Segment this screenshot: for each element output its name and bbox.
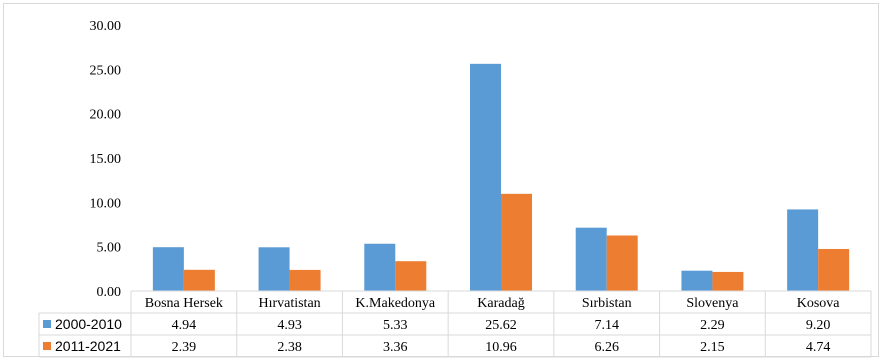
category-label: Karadağ: [477, 296, 524, 311]
y-tick-label: 0.00: [97, 285, 122, 300]
legend-key-series2: [43, 342, 51, 350]
y-tick-label: 15.00: [90, 152, 122, 167]
data-table-value: 9.20: [806, 318, 831, 333]
data-table-value: 10.96: [485, 340, 517, 355]
bar-series1: [575, 227, 607, 291]
data-table-value: 2.39: [172, 340, 197, 355]
category-label: Slovenya: [686, 296, 739, 311]
data-table-value: 2.38: [277, 340, 302, 355]
category-label: Hırvatistan: [258, 296, 320, 311]
bar-series1: [681, 270, 713, 291]
bar-series2: [501, 193, 532, 291]
bar-series2: [289, 269, 321, 291]
data-table-value: 7.14: [594, 318, 619, 333]
category-label: Sırbistan: [582, 296, 632, 311]
bar-series2: [712, 271, 744, 291]
bar-series1: [152, 247, 184, 291]
data-table-value: 6.26: [594, 340, 619, 355]
y-tick-label: 30.00: [90, 19, 122, 34]
bar-series2: [818, 248, 850, 291]
y-tick-label: 10.00: [90, 196, 122, 211]
series-name: 2011-2021: [55, 338, 121, 354]
category-label: K.Makedonya: [355, 296, 435, 311]
bar-series1: [258, 247, 290, 291]
bar-series2: [183, 269, 215, 291]
y-tick-label: 20.00: [90, 108, 122, 123]
data-table-value: 2.29: [700, 318, 725, 333]
data-table-value: 3.36: [383, 340, 408, 355]
bar-series1: [364, 243, 396, 291]
data-table-value: 2.15: [700, 340, 725, 355]
category-label: Bosna Hersek: [145, 296, 223, 311]
y-tick-label: 25.00: [90, 63, 122, 78]
bar-series1: [787, 209, 819, 291]
chart-frame: [3, 3, 879, 357]
data-table-value: 25.62: [485, 318, 517, 333]
data-table-value: 4.94: [172, 318, 197, 333]
legend-key-series1: [43, 320, 51, 328]
series-name: 2000-2010: [55, 316, 122, 332]
data-table-value: 4.74: [806, 340, 831, 355]
category-label: Kosova: [797, 296, 841, 311]
data-table-value: 4.93: [277, 318, 302, 333]
bar-series2: [606, 235, 638, 291]
data-table-value: 5.33: [383, 318, 408, 333]
bar-series2: [395, 261, 427, 291]
bar-series1: [470, 63, 501, 291]
y-tick-label: 5.00: [97, 241, 122, 256]
